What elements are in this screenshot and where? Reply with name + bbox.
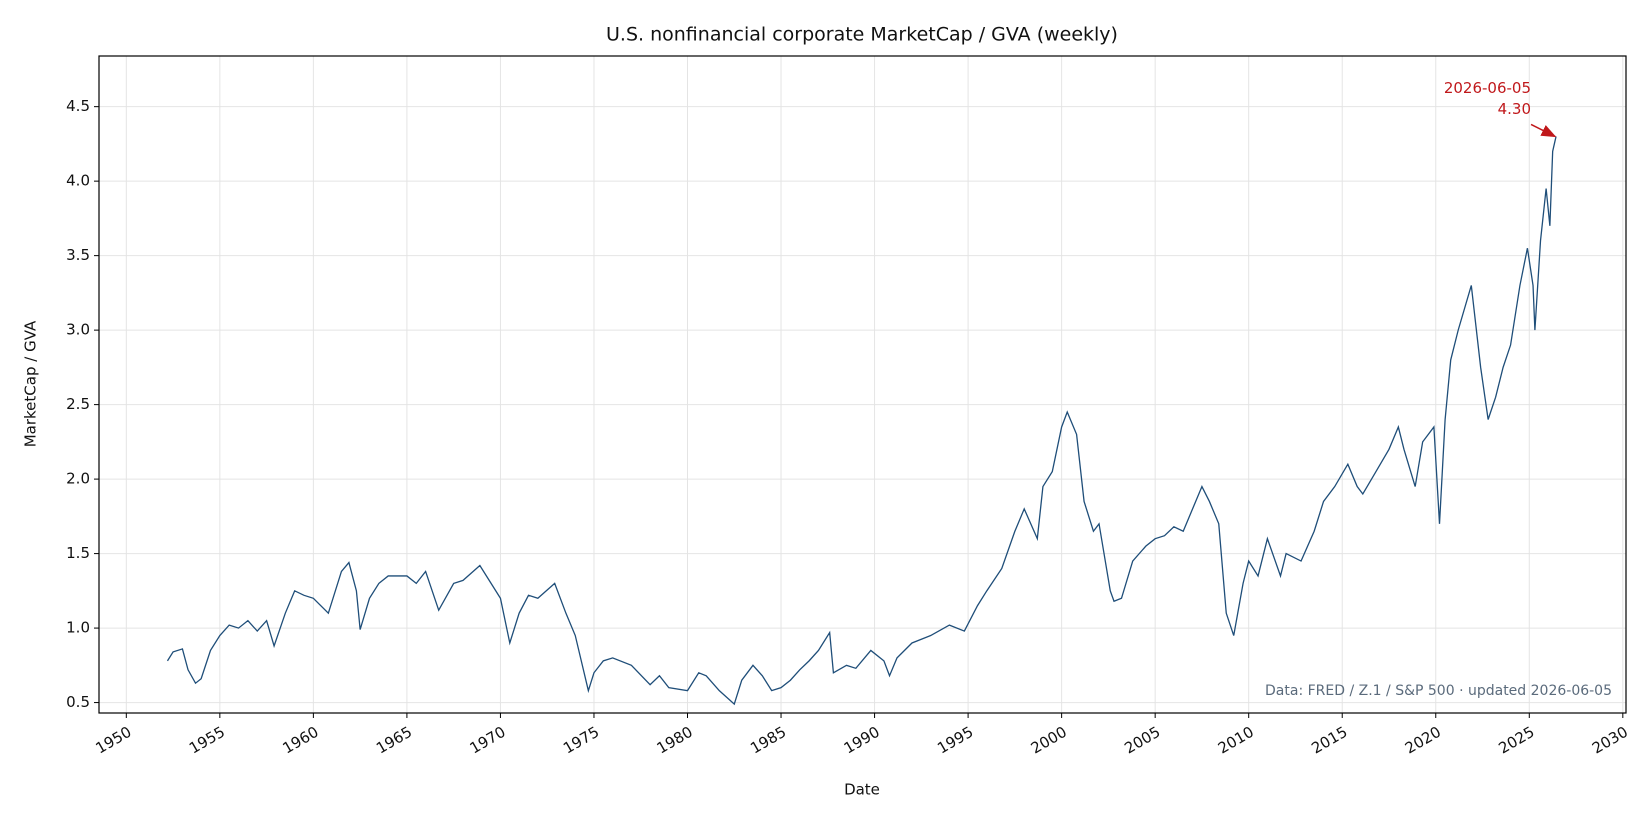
chart-title: U.S. nonfinancial corporate MarketCap / … [606, 24, 1118, 46]
y-tick-label: 1.0 [66, 619, 90, 637]
x-tick-label: 1990 [841, 723, 883, 758]
x-tick-label: 2010 [1215, 723, 1257, 758]
x-tick-label: 1995 [934, 723, 976, 758]
y-tick-label: 4.0 [66, 172, 90, 190]
annotation-value: 4.30 [1498, 100, 1531, 118]
y-tick-label: 2.5 [66, 395, 90, 413]
x-tick-label: 1965 [373, 723, 415, 758]
x-tick-label: 2005 [1121, 723, 1163, 758]
x-tick-label: 2030 [1589, 723, 1631, 758]
y-tick-label: 3.5 [66, 246, 90, 264]
x-tick-label: 1980 [654, 723, 696, 758]
x-tick-label: 2000 [1028, 723, 1070, 758]
x-axis-label: Date [844, 781, 880, 799]
series-line [166, 136, 1557, 706]
y-tick-label: 3.0 [66, 321, 90, 339]
y-axis-label: MarketCap / GVA [22, 320, 40, 447]
x-tick-label: 1970 [467, 723, 509, 758]
x-tick-label: 1975 [560, 723, 602, 758]
x-tick-label: 2020 [1402, 723, 1444, 758]
plot-frame [98, 55, 1627, 714]
x-tick-label: 1955 [186, 723, 228, 758]
y-tick-label: 1.5 [66, 544, 90, 562]
x-tick-label: 1985 [747, 723, 789, 758]
y-tick-label: 0.5 [66, 693, 90, 711]
annotation-date: 2026-06-05 [1444, 79, 1531, 97]
x-tick-label: 2015 [1308, 723, 1350, 758]
x-tick-label: 1950 [92, 723, 134, 758]
annotation-arrow [1530, 123, 1557, 138]
x-tick-label: 2025 [1495, 723, 1537, 758]
y-tick-label: 2.0 [66, 470, 90, 488]
source-note: Data: FRED / Z.1 / S&P 500 · updated 202… [1265, 683, 1612, 699]
x-tick-label: 1960 [280, 723, 322, 758]
y-tick-label: 4.5 [66, 97, 90, 115]
